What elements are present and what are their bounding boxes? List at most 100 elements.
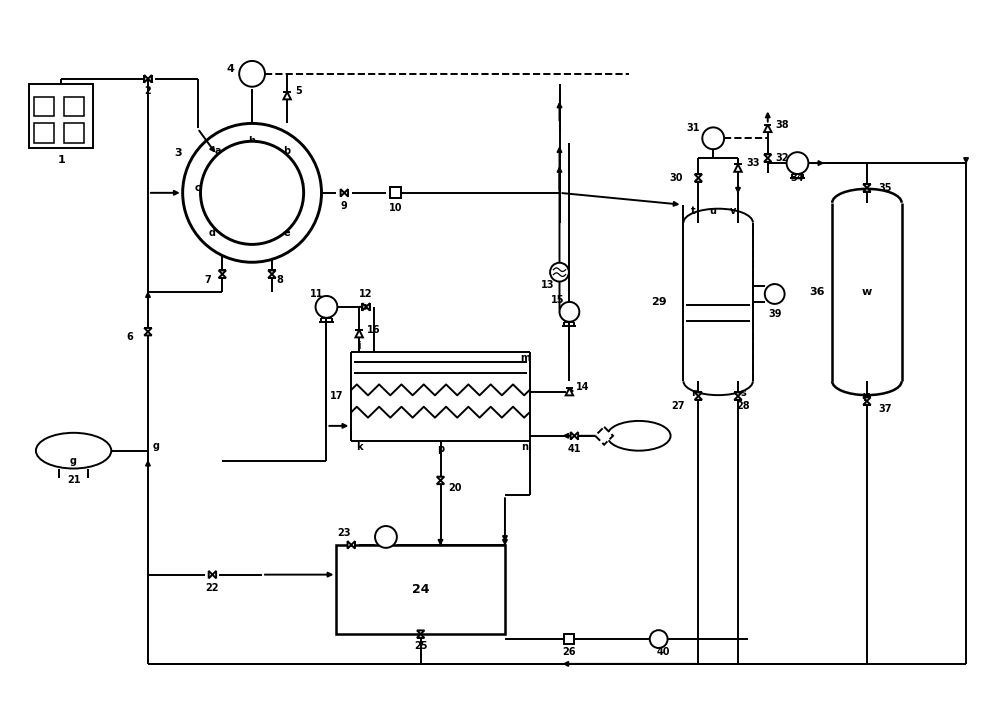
Text: 24: 24	[412, 583, 429, 596]
Polygon shape	[219, 271, 226, 274]
Text: T: T	[249, 69, 255, 79]
Text: 9: 9	[341, 201, 348, 211]
Bar	[64, 96, 84, 117]
Text: 16: 16	[367, 325, 381, 335]
Text: 7: 7	[204, 275, 211, 285]
Text: y: y	[863, 391, 871, 401]
Text: 33: 33	[746, 158, 760, 168]
Bar	[390, 188, 401, 198]
Text: 22: 22	[206, 583, 219, 593]
Polygon shape	[764, 124, 771, 132]
Polygon shape	[863, 397, 871, 401]
Ellipse shape	[607, 421, 671, 451]
Text: c: c	[195, 183, 200, 193]
Text: 30: 30	[670, 173, 683, 183]
Text: n: n	[521, 441, 528, 452]
Circle shape	[702, 127, 724, 149]
Text: 14: 14	[576, 382, 589, 392]
Text: 28: 28	[736, 401, 750, 411]
Text: i: i	[357, 340, 361, 351]
Text: 27: 27	[672, 401, 685, 411]
Text: w: w	[862, 287, 872, 297]
Text: 11: 11	[310, 289, 323, 299]
Polygon shape	[595, 427, 613, 445]
Polygon shape	[764, 155, 771, 158]
Text: g: g	[152, 441, 159, 451]
Text: u: u	[710, 206, 717, 216]
Circle shape	[765, 284, 785, 304]
Bar	[564, 634, 574, 644]
Text: 3: 3	[174, 148, 182, 158]
Text: 15: 15	[551, 295, 564, 305]
Polygon shape	[283, 92, 291, 99]
Text: 4: 4	[226, 64, 234, 74]
Text: p: p	[437, 444, 444, 453]
Text: 21: 21	[67, 475, 80, 485]
Text: 6: 6	[127, 332, 133, 342]
Text: 18: 18	[612, 431, 626, 441]
Text: v: v	[730, 206, 736, 216]
Circle shape	[316, 296, 337, 318]
Text: 5: 5	[296, 86, 302, 96]
Text: 1: 1	[57, 155, 65, 165]
Circle shape	[787, 152, 808, 174]
Text: f: f	[300, 183, 304, 193]
Text: 36: 36	[810, 287, 825, 297]
Polygon shape	[863, 401, 871, 405]
Polygon shape	[695, 178, 702, 181]
Polygon shape	[695, 396, 702, 400]
Text: 8: 8	[276, 275, 283, 285]
Polygon shape	[148, 75, 152, 82]
Bar	[336, 545, 505, 634]
Polygon shape	[212, 571, 216, 579]
Text: s: s	[740, 388, 746, 398]
Text: 26: 26	[563, 647, 576, 657]
Circle shape	[560, 302, 579, 322]
Polygon shape	[566, 388, 573, 395]
Polygon shape	[417, 634, 424, 638]
Polygon shape	[574, 432, 578, 439]
Polygon shape	[863, 184, 871, 188]
Polygon shape	[734, 396, 742, 400]
Text: t: t	[691, 206, 696, 216]
Text: 23: 23	[338, 528, 351, 538]
Text: d: d	[209, 228, 216, 238]
Polygon shape	[144, 75, 148, 82]
Polygon shape	[437, 477, 444, 480]
Text: 37: 37	[878, 404, 892, 414]
Text: 38: 38	[776, 120, 789, 130]
Text: 29: 29	[651, 297, 666, 307]
Text: 12: 12	[359, 289, 373, 299]
Polygon shape	[417, 631, 424, 634]
Text: h: h	[249, 136, 256, 146]
Text: 13: 13	[541, 280, 554, 290]
Polygon shape	[362, 303, 366, 311]
Polygon shape	[695, 392, 702, 396]
Text: 32: 32	[776, 153, 789, 163]
Circle shape	[650, 630, 668, 648]
Text: a: a	[214, 146, 221, 156]
Polygon shape	[144, 332, 152, 335]
Circle shape	[183, 124, 322, 262]
Text: 25: 25	[414, 641, 427, 651]
Polygon shape	[348, 541, 351, 548]
Polygon shape	[764, 158, 771, 162]
Text: r: r	[691, 388, 696, 398]
Polygon shape	[268, 274, 276, 278]
Ellipse shape	[36, 433, 111, 468]
Circle shape	[550, 263, 569, 282]
Text: 2: 2	[145, 86, 151, 96]
Polygon shape	[268, 271, 276, 274]
Bar	[34, 96, 54, 117]
Polygon shape	[734, 165, 742, 172]
Text: e: e	[283, 228, 290, 238]
Polygon shape	[437, 480, 444, 484]
Circle shape	[201, 141, 304, 245]
Circle shape	[375, 526, 397, 548]
Polygon shape	[695, 174, 702, 178]
Text: 35: 35	[878, 183, 892, 193]
Text: 31: 31	[687, 123, 700, 134]
Text: 41: 41	[568, 444, 581, 453]
Text: m: m	[520, 354, 530, 363]
Text: 39: 39	[768, 309, 781, 319]
